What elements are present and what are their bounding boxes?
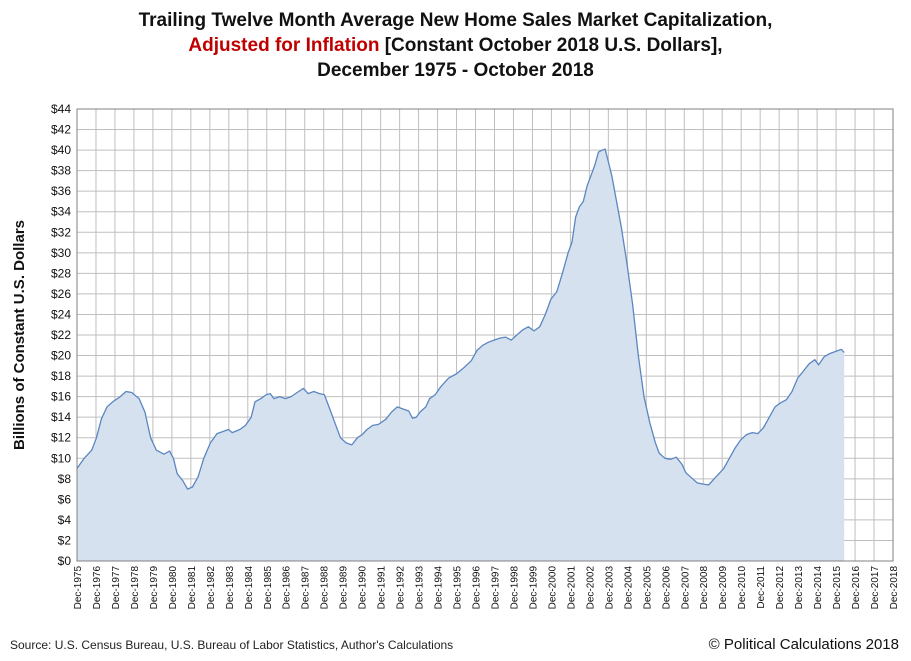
- y-tick-label: $2: [58, 533, 72, 547]
- y-tick-label: $10: [51, 451, 71, 465]
- y-tick-label: $42: [51, 123, 71, 137]
- x-tick-label: Dec-1994: [434, 566, 445, 610]
- x-tick-label: Dec-2014: [813, 566, 824, 610]
- chart-title: Trailing Twelve Month Average New Home S…: [0, 8, 911, 83]
- y-tick-label: $28: [51, 266, 71, 280]
- x-tick-label: Dec-2011: [756, 566, 767, 609]
- y-tick-label: $8: [58, 472, 72, 486]
- x-tick-label: Dec-1981: [187, 566, 198, 610]
- x-tick-label: Dec-2012: [775, 566, 786, 610]
- y-tick-label: $34: [51, 205, 71, 219]
- x-tick-label: Dec-2004: [623, 566, 634, 610]
- x-tick-label: Dec-2001: [566, 566, 577, 610]
- y-tick-label: $12: [51, 431, 71, 445]
- y-tick-label: $0: [58, 554, 72, 568]
- x-tick-label: Dec-1979: [149, 566, 160, 610]
- x-tick-label: Dec-1982: [206, 566, 217, 610]
- x-tick-label: Dec-1977: [111, 566, 122, 610]
- title-accent: Adjusted for Inflation: [188, 35, 380, 56]
- x-tick-label: Dec-1998: [509, 566, 520, 610]
- x-tick-label: Dec-2007: [680, 566, 691, 610]
- series-area: [77, 149, 845, 561]
- x-tick-label: Dec-2005: [642, 566, 653, 610]
- x-tick-label: Dec-1983: [225, 566, 236, 610]
- y-tick-label: $4: [58, 513, 72, 527]
- x-tick-label: Dec-2009: [718, 566, 729, 610]
- source-note: Source: U.S. Census Bureau, U.S. Bureau …: [10, 638, 454, 652]
- x-tick-label: Dec-1992: [396, 566, 407, 610]
- y-tick-label: $32: [51, 225, 71, 239]
- x-tick-label: Dec-2018: [889, 566, 900, 610]
- y-tick-label: $14: [51, 410, 71, 424]
- x-tick-label: Dec-2008: [699, 566, 710, 610]
- x-tick-label: Dec-1995: [453, 566, 464, 610]
- y-tick-label: $24: [51, 307, 71, 321]
- title-line-3: December 1975 - October 2018: [317, 60, 594, 81]
- x-tick-label: Dec-2002: [585, 566, 596, 610]
- y-axis-label: Billions of Constant U.S. Dollars: [11, 220, 28, 450]
- x-tick-label: Dec-2015: [832, 566, 843, 610]
- y-tick-label: $40: [51, 143, 71, 157]
- x-tick-label: Dec-1984: [244, 566, 255, 610]
- y-tick-label: $30: [51, 246, 71, 260]
- x-tick-label: Dec-1987: [301, 566, 312, 610]
- y-tick-label: $44: [51, 102, 71, 116]
- x-tick-label: Dec-1978: [130, 566, 141, 610]
- y-tick-label: $18: [51, 369, 71, 383]
- x-tick-label: Dec-1991: [377, 566, 388, 610]
- y-tick-label: $36: [51, 184, 71, 198]
- x-tick-label: Dec-2010: [737, 566, 748, 610]
- x-tick-label: Dec-1996: [472, 566, 483, 610]
- x-tick-label: Dec-1976: [92, 566, 103, 610]
- x-tick-label: Dec-1990: [358, 566, 369, 610]
- x-tick-label: Dec-2016: [851, 566, 862, 610]
- x-tick-label: Dec-2013: [794, 566, 805, 610]
- x-tick-label: Dec-1997: [490, 566, 501, 610]
- y-tick-label: $20: [51, 349, 71, 363]
- copyright-note: © Political Calculations 2018: [708, 636, 899, 653]
- title-line-2: Adjusted for Inflation [Constant October…: [0, 33, 911, 58]
- x-tick-label: Dec-1988: [320, 566, 331, 610]
- title-line-2-rest: [Constant October 2018 U.S. Dollars],: [379, 35, 723, 56]
- x-tick-label: Dec-2000: [547, 566, 558, 610]
- x-tick-label: Dec-1993: [415, 566, 426, 610]
- x-tick-label: Dec-1975: [73, 566, 84, 610]
- series-line: [76, 148, 845, 490]
- x-tick-label: Dec-1986: [282, 566, 293, 610]
- y-tick-label: $16: [51, 390, 71, 404]
- y-tick-label: $26: [51, 287, 71, 301]
- x-tick-label: Dec-2003: [604, 566, 615, 610]
- y-tick-label: $38: [51, 164, 71, 178]
- y-tick-label: $6: [58, 492, 72, 506]
- x-tick-label: Dec-2017: [870, 566, 881, 610]
- y-tick-label: $22: [51, 328, 71, 342]
- x-tick-label: Dec-2006: [661, 566, 672, 610]
- x-tick-label: Dec-1999: [528, 566, 539, 610]
- x-tick-label: Dec-1989: [339, 566, 350, 610]
- plot-frame: [76, 108, 894, 562]
- x-tick-label: Dec-1980: [168, 566, 179, 610]
- title-line-1: Trailing Twelve Month Average New Home S…: [138, 10, 773, 31]
- x-tick-label: Dec-1985: [263, 566, 274, 610]
